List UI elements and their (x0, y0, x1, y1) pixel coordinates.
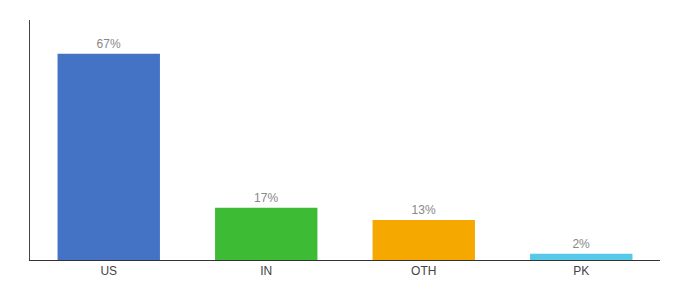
svg-text:13%: 13% (412, 203, 436, 217)
svg-text:2%: 2% (572, 237, 590, 251)
svg-text:OTH: OTH (411, 264, 436, 278)
svg-text:17%: 17% (254, 191, 278, 205)
svg-text:IN: IN (260, 264, 272, 278)
svg-text:US: US (100, 264, 117, 278)
svg-text:PK: PK (573, 264, 589, 278)
svg-text:67%: 67% (97, 37, 121, 51)
